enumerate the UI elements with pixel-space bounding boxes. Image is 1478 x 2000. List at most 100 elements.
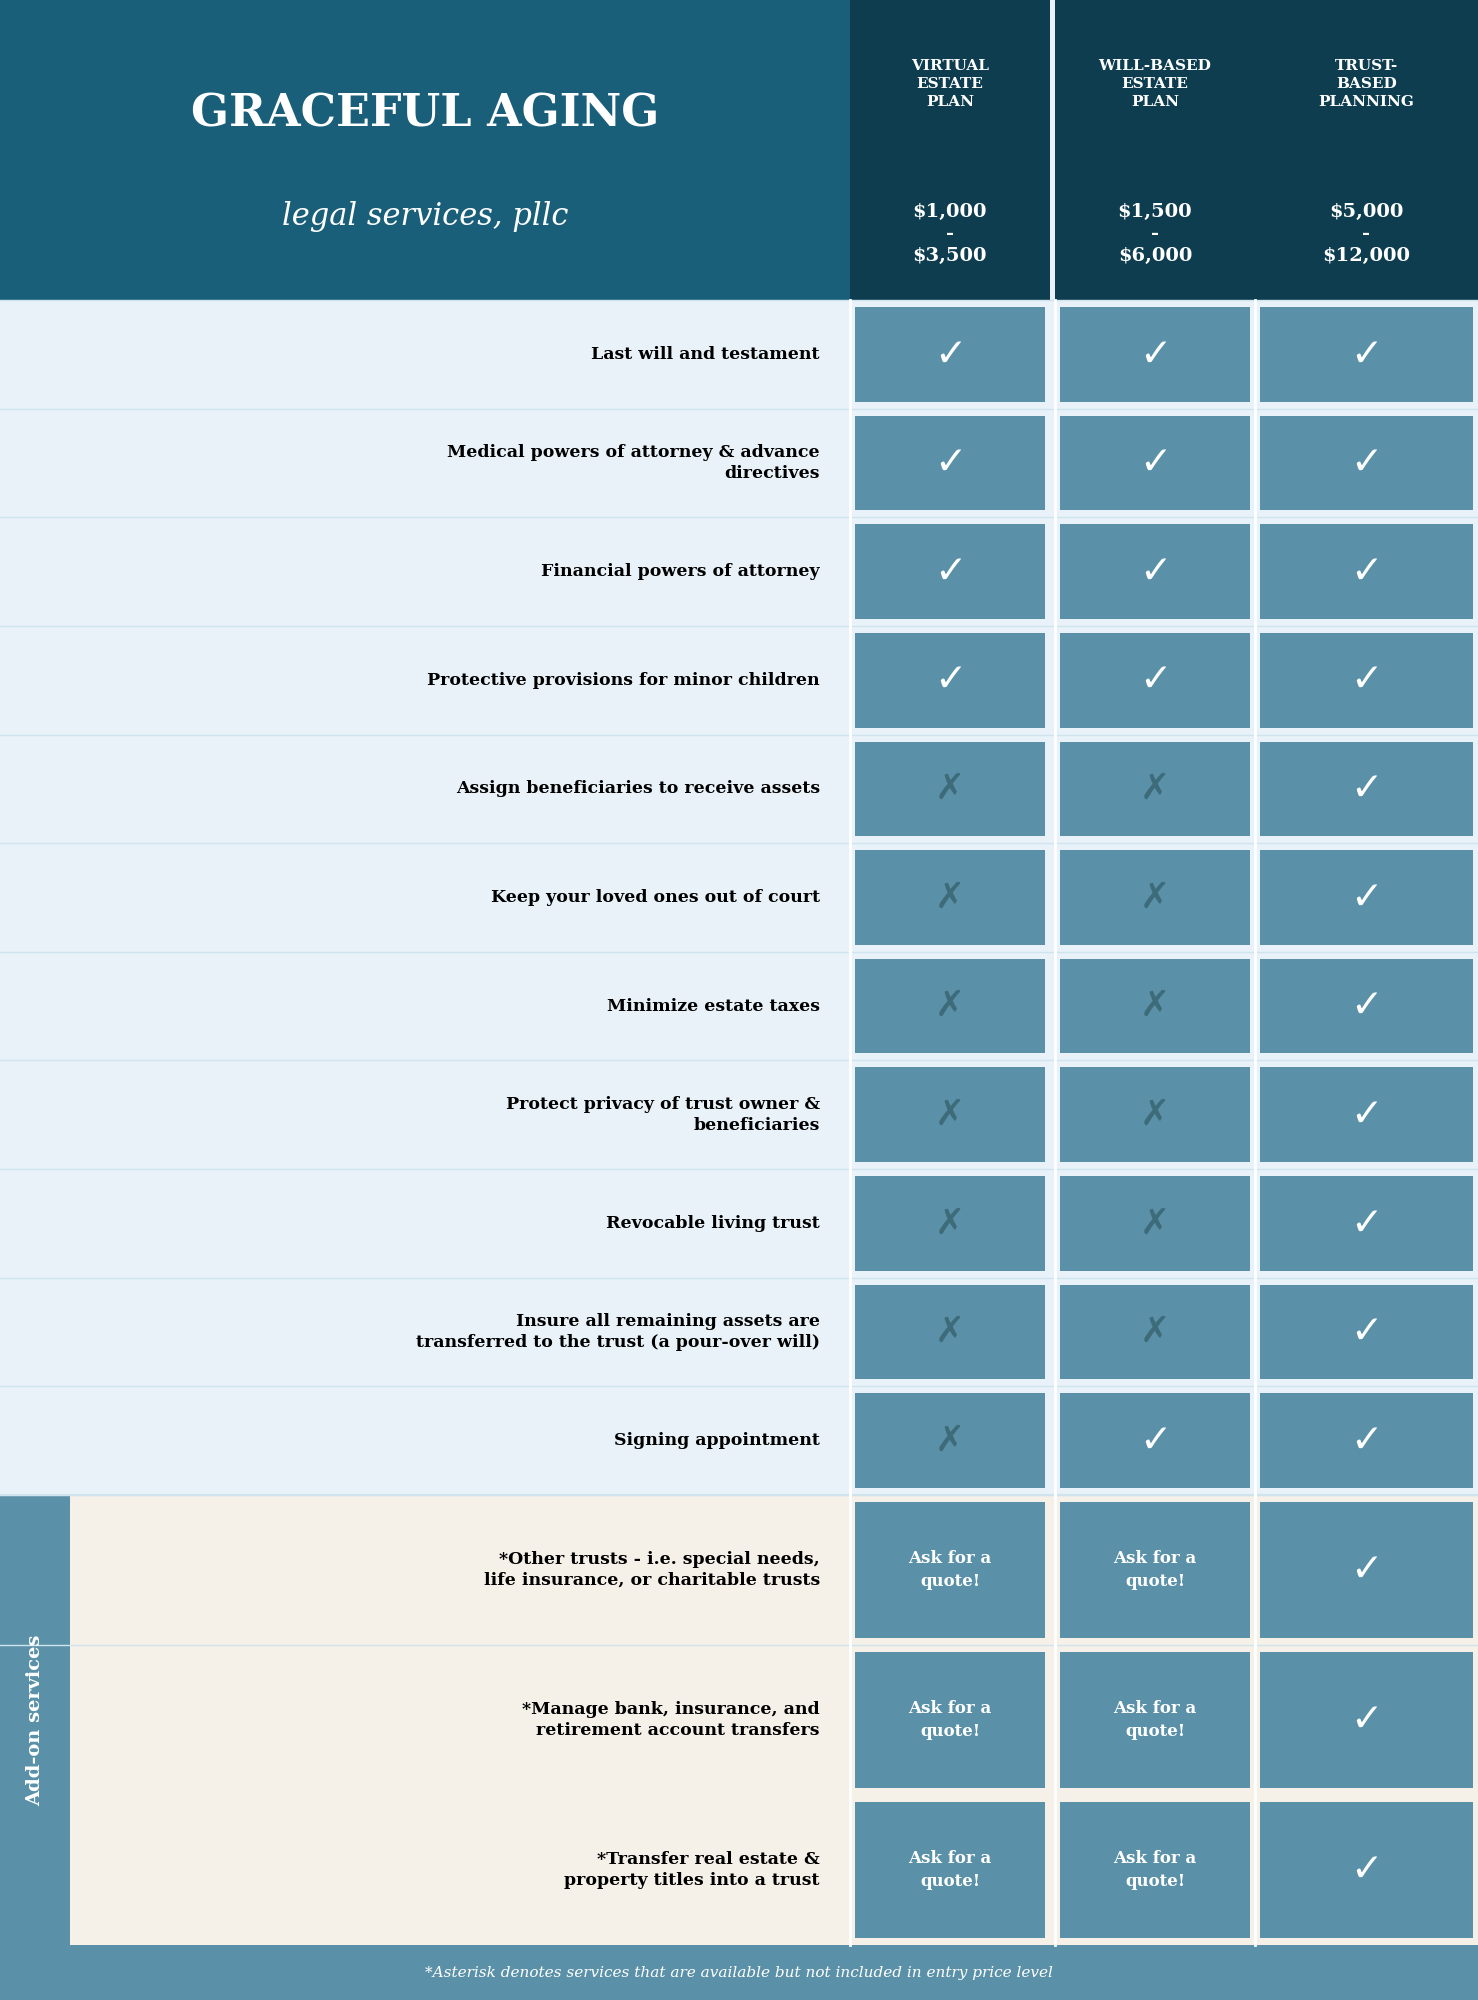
FancyBboxPatch shape: [0, 1494, 1478, 1644]
Text: ✗: ✗: [1140, 1098, 1171, 1132]
FancyBboxPatch shape: [1060, 1502, 1250, 1638]
Text: ✓: ✓: [1351, 1700, 1383, 1738]
Text: Last will and testament: Last will and testament: [591, 346, 820, 362]
FancyBboxPatch shape: [0, 952, 1478, 1060]
Text: Protect privacy of trust owner &
beneficiaries: Protect privacy of trust owner & benefic…: [505, 1096, 820, 1134]
Text: ✓: ✓: [1351, 1096, 1383, 1134]
Text: ✗: ✗: [1140, 880, 1171, 914]
FancyBboxPatch shape: [1261, 1176, 1474, 1270]
FancyBboxPatch shape: [854, 1502, 1045, 1638]
Text: ✓: ✓: [1138, 444, 1171, 482]
FancyBboxPatch shape: [0, 1796, 1478, 1944]
FancyBboxPatch shape: [1060, 1068, 1250, 1162]
Text: ✓: ✓: [1351, 662, 1383, 700]
Text: Minimize estate taxes: Minimize estate taxes: [607, 998, 820, 1014]
FancyBboxPatch shape: [854, 1284, 1045, 1380]
FancyBboxPatch shape: [854, 1176, 1045, 1270]
FancyBboxPatch shape: [854, 1394, 1045, 1488]
Text: ✗: ✗: [936, 1098, 965, 1132]
FancyBboxPatch shape: [0, 300, 1478, 408]
Text: ✓: ✓: [934, 444, 967, 482]
FancyBboxPatch shape: [1261, 1068, 1474, 1162]
FancyBboxPatch shape: [0, 734, 1478, 844]
FancyBboxPatch shape: [1261, 632, 1474, 728]
FancyBboxPatch shape: [0, 1944, 1478, 2000]
FancyBboxPatch shape: [1261, 416, 1474, 510]
FancyBboxPatch shape: [1261, 1502, 1474, 1638]
Text: Ask for a
quote!: Ask for a quote!: [909, 1550, 992, 1590]
Text: Financial powers of attorney: Financial powers of attorney: [541, 564, 820, 580]
Text: VIRTUAL
ESTATE
PLAN: VIRTUAL ESTATE PLAN: [910, 58, 989, 110]
FancyBboxPatch shape: [0, 408, 1478, 518]
Text: Protective provisions for minor children: Protective provisions for minor children: [427, 672, 820, 688]
Text: ✓: ✓: [934, 662, 967, 700]
Text: ✗: ✗: [1140, 772, 1171, 806]
Text: *Transfer real estate &
property titles into a trust: *Transfer real estate & property titles …: [565, 1852, 820, 1888]
Text: ✗: ✗: [936, 990, 965, 1024]
Text: *Manage bank, insurance, and
retirement account transfers: *Manage bank, insurance, and retirement …: [522, 1702, 820, 1738]
FancyBboxPatch shape: [0, 0, 850, 300]
FancyBboxPatch shape: [0, 1170, 1478, 1278]
Text: ✓: ✓: [1351, 1204, 1383, 1242]
FancyBboxPatch shape: [854, 1802, 1045, 1938]
Text: Ask for a
quote!: Ask for a quote!: [1113, 1700, 1197, 1740]
Text: ✗: ✗: [936, 1424, 965, 1458]
FancyBboxPatch shape: [0, 626, 1478, 734]
Text: Insure all remaining assets are
transferred to the trust (a pour-over will): Insure all remaining assets are transfer…: [415, 1314, 820, 1350]
FancyBboxPatch shape: [0, 1060, 1478, 1170]
FancyBboxPatch shape: [1261, 1284, 1474, 1380]
Text: Add-on services: Add-on services: [27, 1634, 44, 1806]
FancyBboxPatch shape: [1060, 1394, 1250, 1488]
FancyBboxPatch shape: [1261, 958, 1474, 1054]
Text: Assign beneficiaries to receive assets: Assign beneficiaries to receive assets: [455, 780, 820, 798]
Text: $5,000
-
$12,000: $5,000 - $12,000: [1323, 202, 1410, 266]
Text: ✓: ✓: [934, 336, 967, 374]
Text: TRUST-
BASED
PLANNING: TRUST- BASED PLANNING: [1318, 58, 1414, 110]
FancyBboxPatch shape: [1060, 306, 1250, 402]
FancyBboxPatch shape: [0, 1386, 1478, 1494]
Text: ✗: ✗: [936, 1206, 965, 1240]
FancyBboxPatch shape: [854, 1652, 1045, 1788]
Text: ✓: ✓: [1351, 336, 1383, 374]
Text: ✓: ✓: [934, 552, 967, 590]
Text: $1,500
-
$6,000: $1,500 - $6,000: [1117, 202, 1193, 266]
FancyBboxPatch shape: [0, 1278, 1478, 1386]
FancyBboxPatch shape: [1261, 850, 1474, 944]
Text: ✓: ✓: [1138, 336, 1171, 374]
Text: Ask for a
quote!: Ask for a quote!: [909, 1850, 992, 1890]
Text: ✓: ✓: [1138, 662, 1171, 700]
FancyBboxPatch shape: [1060, 958, 1250, 1054]
Text: ✓: ✓: [1351, 1422, 1383, 1460]
Text: Revocable living trust: Revocable living trust: [606, 1214, 820, 1232]
FancyBboxPatch shape: [1261, 1802, 1474, 1938]
FancyBboxPatch shape: [0, 844, 1478, 952]
FancyBboxPatch shape: [1261, 742, 1474, 836]
Text: ✓: ✓: [1351, 552, 1383, 590]
FancyBboxPatch shape: [1060, 1652, 1250, 1788]
Text: WILL-BASED
ESTATE
PLAN: WILL-BASED ESTATE PLAN: [1098, 58, 1212, 110]
FancyBboxPatch shape: [1060, 1802, 1250, 1938]
Text: Medical powers of attorney & advance
directives: Medical powers of attorney & advance dir…: [448, 444, 820, 482]
Text: ✓: ✓: [1351, 770, 1383, 808]
Text: ✗: ✗: [1140, 1316, 1171, 1350]
FancyBboxPatch shape: [854, 306, 1045, 402]
FancyBboxPatch shape: [1261, 306, 1474, 402]
Text: Ask for a
quote!: Ask for a quote!: [909, 1700, 992, 1740]
FancyBboxPatch shape: [854, 958, 1045, 1054]
FancyBboxPatch shape: [854, 850, 1045, 944]
Text: ✓: ✓: [1351, 1314, 1383, 1352]
Text: ✗: ✗: [936, 1316, 965, 1350]
Text: Ask for a
quote!: Ask for a quote!: [1113, 1850, 1197, 1890]
Text: ✓: ✓: [1351, 988, 1383, 1026]
FancyBboxPatch shape: [1261, 524, 1474, 618]
Text: ✗: ✗: [936, 880, 965, 914]
Text: Keep your loved ones out of court: Keep your loved ones out of court: [491, 888, 820, 906]
FancyBboxPatch shape: [1060, 742, 1250, 836]
Text: ✓: ✓: [1138, 1422, 1171, 1460]
FancyBboxPatch shape: [0, 1644, 1478, 1796]
FancyBboxPatch shape: [1060, 1284, 1250, 1380]
FancyBboxPatch shape: [854, 632, 1045, 728]
Text: ✓: ✓: [1351, 1852, 1383, 1888]
FancyBboxPatch shape: [1255, 0, 1478, 300]
FancyBboxPatch shape: [1060, 524, 1250, 618]
